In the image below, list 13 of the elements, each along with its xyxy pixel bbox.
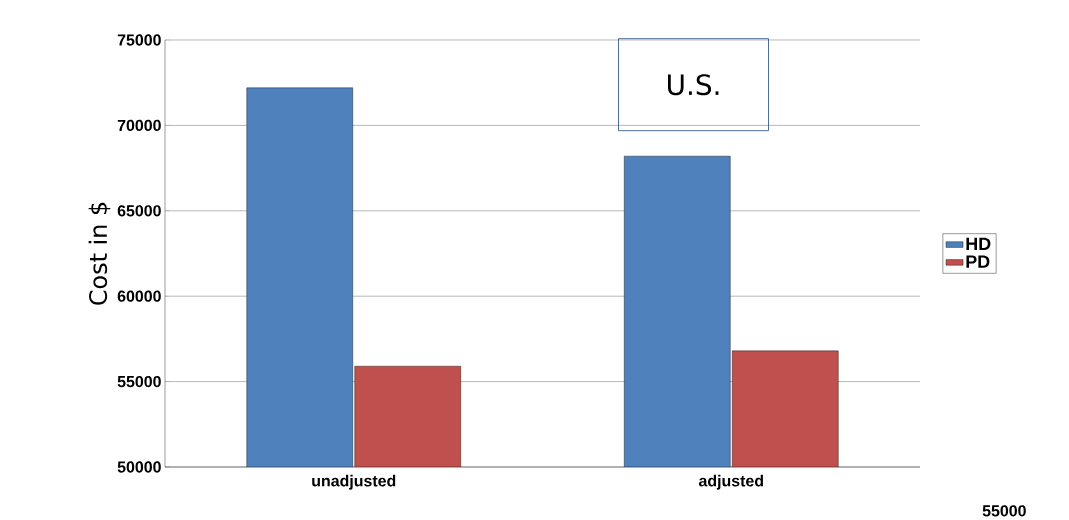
y-tick-label: 65000 bbox=[117, 205, 161, 217]
legend-label: HD bbox=[966, 237, 991, 251]
text: U.S. bbox=[667, 74, 719, 96]
legend-label: PD bbox=[966, 255, 990, 268]
x-tick-label: unadjusted bbox=[312, 474, 396, 490]
y-axis-title: Cost in $ bbox=[88, 202, 111, 305]
y-tick-label: 70000 bbox=[117, 119, 161, 132]
y-tick-label: 60000 bbox=[117, 290, 161, 302]
text: 55000 bbox=[982, 505, 1026, 517]
y-tick-label: 55000 bbox=[117, 375, 161, 388]
x-tick-label: adjusted bbox=[698, 474, 763, 490]
y-tick-label: 75000 bbox=[117, 34, 161, 46]
y-tick-label: 50000 bbox=[117, 461, 161, 473]
